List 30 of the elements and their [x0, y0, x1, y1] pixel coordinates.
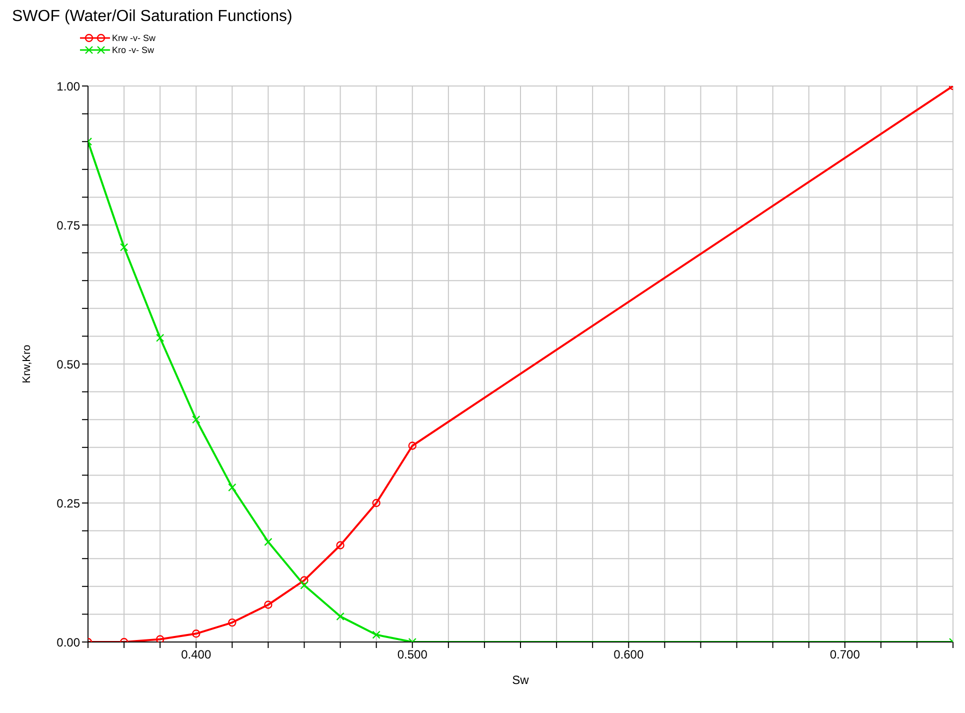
point [264, 538, 272, 546]
point [264, 600, 272, 609]
y-axis-title: Krw,Kro [20, 344, 33, 384]
x-tick-label: 0.700 [830, 648, 860, 662]
point [156, 635, 164, 642]
point [408, 442, 416, 450]
x-tick-label: 0.600 [614, 648, 644, 662]
point [192, 630, 200, 638]
point [372, 498, 380, 508]
x-axis-title: Sw [512, 673, 530, 687]
point [228, 618, 236, 627]
point [300, 581, 308, 590]
point [336, 541, 344, 550]
point [192, 416, 200, 424]
point [156, 334, 164, 342]
y-tick-label: 0.00 [56, 635, 80, 650]
y-tick-label: 0.75 [56, 218, 80, 232]
y-tick-label: 1.00 [56, 79, 80, 94]
y-tick-label: 0.50 [56, 357, 80, 372]
point [300, 576, 308, 584]
point [372, 630, 380, 639]
point [228, 483, 236, 492]
point [336, 612, 344, 621]
y-tick-label: 0.25 [56, 496, 80, 510]
chart-title: SWOF (Water/Oil Saturation Functions) [12, 8, 294, 26]
x-tick-label: 0.400 [181, 648, 212, 662]
legend-label: Krw -v- Sw [112, 33, 156, 43]
point [120, 243, 128, 252]
x-tick-label: 0.500 [397, 648, 428, 662]
legend-label: Kro -v- Sw [112, 45, 154, 55]
